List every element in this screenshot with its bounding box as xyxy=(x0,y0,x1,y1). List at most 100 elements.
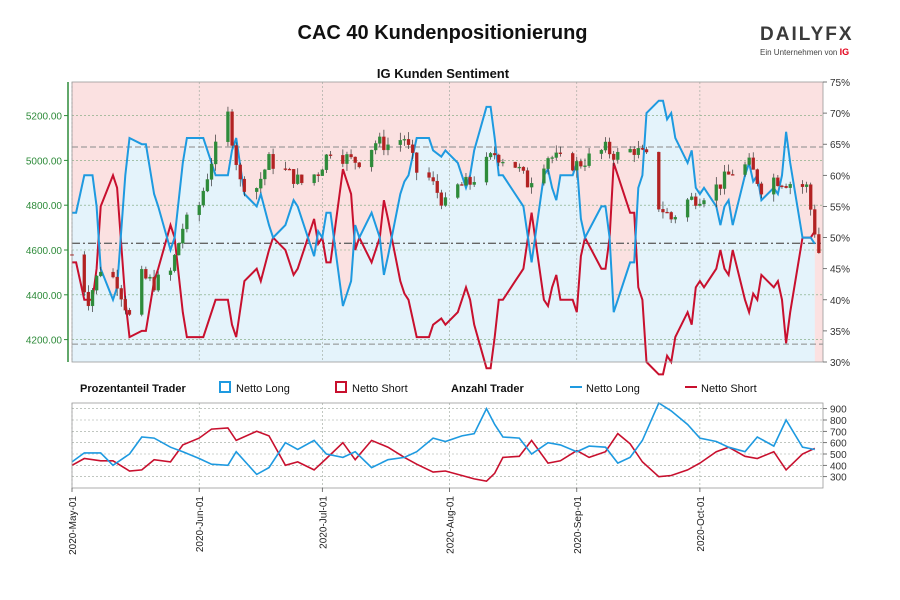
candle-body xyxy=(328,154,333,156)
candle-body xyxy=(809,184,813,210)
candle-body xyxy=(726,171,731,175)
price-candles xyxy=(70,106,821,317)
candle-body xyxy=(271,154,275,169)
upper-grid xyxy=(71,82,823,362)
candle-body xyxy=(443,197,448,206)
candle-body xyxy=(144,269,148,279)
candle-body xyxy=(554,152,558,158)
percent-tick-label: 35% xyxy=(830,327,850,338)
candle-body xyxy=(751,157,755,170)
candle-body xyxy=(657,151,661,210)
date-tick-label: 2020-May-01 xyxy=(68,496,79,555)
candle-body xyxy=(185,214,189,230)
count-tick-label: 700 xyxy=(830,427,847,438)
candle-body xyxy=(287,168,292,171)
candle-body xyxy=(300,174,304,184)
candle-body xyxy=(456,184,460,198)
percent-tick-label: 60% xyxy=(830,171,850,182)
candle-body xyxy=(156,274,160,291)
candle-body xyxy=(374,143,378,151)
chart-title: CAC 40 Kundenpositionierung xyxy=(297,22,588,44)
candle-body xyxy=(575,161,579,171)
candle-body xyxy=(238,164,242,180)
upper-panel: 4200.00 4400.00 4600.00 4800.00 5000.00 5200.… xyxy=(26,66,850,376)
count-tick-label: 600 xyxy=(830,439,847,450)
candle-body xyxy=(694,196,698,206)
logo-wordmark: DAILYFX xyxy=(760,24,854,45)
candle-body xyxy=(181,228,185,244)
candle-body xyxy=(382,136,386,151)
candle-body xyxy=(201,190,205,206)
candle-body xyxy=(172,254,177,271)
candle-body xyxy=(94,275,99,291)
candle-body xyxy=(665,211,669,214)
candle-body xyxy=(415,152,419,173)
candle-body xyxy=(263,169,267,180)
candle-body xyxy=(111,271,115,278)
candle-body xyxy=(345,154,349,164)
date-tick-label: 2020-Sep-01 xyxy=(573,496,584,554)
price-tick-label: 4800.00 xyxy=(26,201,63,212)
candle-body xyxy=(542,168,546,184)
candle-body xyxy=(86,291,91,307)
candle-body xyxy=(800,184,805,187)
percent-tick-label: 30% xyxy=(830,358,850,369)
candle-body xyxy=(759,183,764,195)
candle-body xyxy=(755,169,759,184)
candle-body xyxy=(690,196,694,200)
lower-grid xyxy=(71,403,823,488)
candle-body xyxy=(661,209,665,213)
candle-body xyxy=(529,183,534,188)
price-tick-label: 5200.00 xyxy=(26,112,63,123)
candle-body xyxy=(197,205,201,216)
candle-body xyxy=(369,149,374,168)
netto-short-count-line xyxy=(71,427,816,483)
candle-body xyxy=(718,184,723,189)
candle-body xyxy=(628,149,632,153)
percent-tick-label: 65% xyxy=(830,140,850,151)
percent-tick-label: 45% xyxy=(830,265,850,276)
candle-body xyxy=(283,168,288,170)
candle-body xyxy=(123,299,127,311)
candle-body xyxy=(427,172,431,178)
date-tick-label: 2020-Oct-01 xyxy=(696,496,707,552)
candle-body xyxy=(722,171,727,189)
candle-body xyxy=(464,176,468,186)
candle-body xyxy=(209,163,214,180)
candle-body xyxy=(616,151,620,160)
candle-body xyxy=(205,179,210,192)
netto-long-count-line xyxy=(71,401,815,476)
count-tick-label: 500 xyxy=(830,450,847,461)
candle-body xyxy=(702,200,706,205)
candle-body xyxy=(226,111,230,143)
candle-body xyxy=(230,111,234,146)
candle-body xyxy=(784,185,788,188)
candle-body xyxy=(152,276,156,291)
candle-body xyxy=(776,177,780,187)
candle-body xyxy=(603,141,608,151)
candle-body xyxy=(546,158,550,169)
candle-body xyxy=(127,309,132,315)
candle-body xyxy=(99,271,103,277)
logo-tagline-text: Ein Unternehmen von xyxy=(760,48,838,57)
price-tick-label: 4400.00 xyxy=(26,291,63,302)
candle-body xyxy=(410,144,415,153)
legend-group-count: Anzahl Trader xyxy=(451,383,524,395)
candle-body xyxy=(636,148,640,155)
candle-body xyxy=(439,192,443,206)
date-tick-label: 2020-Jun-01 xyxy=(195,496,206,553)
candle-body xyxy=(353,156,357,163)
candle-body xyxy=(402,139,407,141)
candle-body xyxy=(513,161,517,168)
candle-body xyxy=(148,276,152,279)
legend-count-short: Netto Short xyxy=(701,383,757,395)
upper-frame xyxy=(71,81,824,363)
candle-body xyxy=(406,139,411,145)
candle-body xyxy=(501,161,505,164)
long-sentiment-area xyxy=(72,100,815,362)
candle-body xyxy=(599,149,604,154)
reference-lines xyxy=(72,146,823,345)
candle-body xyxy=(398,140,402,145)
candle-body xyxy=(497,154,501,163)
